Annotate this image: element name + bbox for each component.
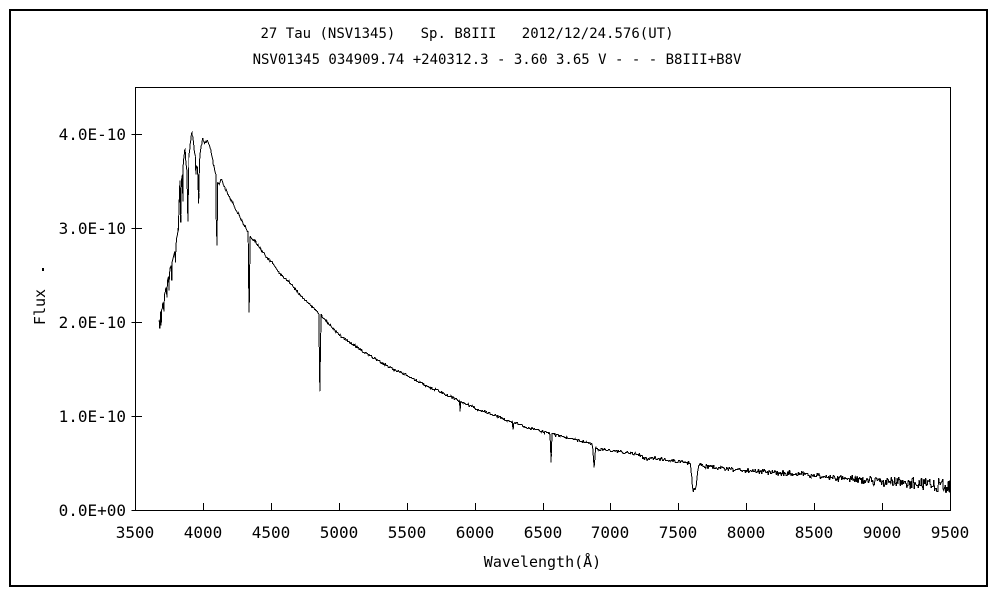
- chart-subtitle: NSV01345 034909.74 +240312.3 - 3.60 3.65…: [252, 52, 742, 68]
- x-tick-label: 9500: [931, 523, 970, 542]
- y-tick-label: 3.0E-10: [59, 219, 126, 238]
- x-axis-title: Wavelength(Å): [483, 553, 602, 571]
- x-tick-label: 6000: [456, 523, 495, 542]
- x-tick-label: 4500: [252, 523, 291, 542]
- x-tick-label: 6500: [524, 523, 563, 542]
- x-tick-label: 9000: [863, 523, 902, 542]
- chart-title: 27 Tau (NSV1345) Sp. B8III 2012/12/24.57…: [260, 26, 674, 42]
- x-tick-label: 7500: [659, 523, 698, 542]
- y-tick-label: 1.0E-10: [59, 407, 126, 426]
- x-tick-label: 7000: [591, 523, 630, 542]
- x-tick-label: 8000: [727, 523, 766, 542]
- x-tick-label: 5000: [320, 523, 359, 542]
- spectrum-line: [158, 130, 951, 493]
- x-tick-label: 4000: [184, 523, 223, 542]
- x-tick-label: 5500: [388, 523, 427, 542]
- y-tick-label: 2.0E-10: [59, 313, 126, 332]
- x-tick-label: 3500: [116, 523, 155, 542]
- y-tick-label: 0.0E+00: [59, 501, 126, 520]
- y-tick-label: 4.0E-10: [59, 125, 126, 144]
- stray-dot-mark: [42, 268, 44, 271]
- x-tick-label: 8500: [795, 523, 834, 542]
- plot-frame: [135, 87, 951, 511]
